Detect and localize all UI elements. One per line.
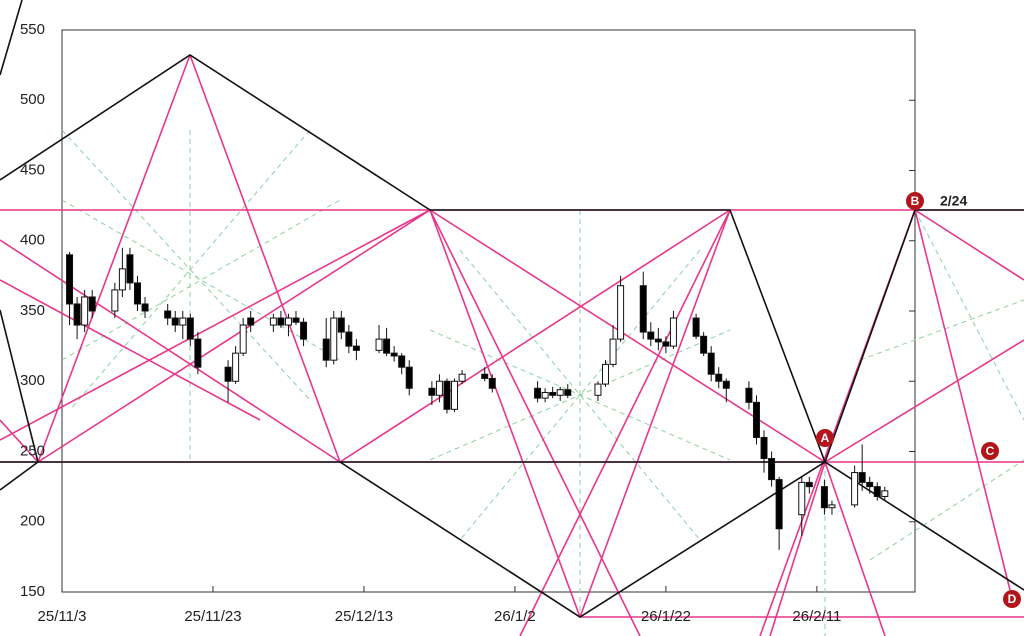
marker-label: A	[821, 431, 830, 445]
candle-body	[337, 317, 345, 333]
candle-body	[692, 317, 700, 337]
candle-body	[405, 366, 413, 389]
candle-body	[700, 335, 708, 354]
y-tick-label: 550	[20, 21, 45, 38]
candle-body	[798, 481, 806, 516]
candle-body	[269, 317, 277, 326]
candle-body	[602, 363, 610, 385]
candle-body	[722, 380, 730, 389]
candle-body	[873, 486, 881, 497]
y-tick-label: 300	[20, 372, 45, 389]
marker-label: C	[986, 444, 995, 458]
candle-body	[647, 331, 655, 340]
x-tick-label: 26/1/2	[494, 608, 536, 625]
candle-body	[322, 338, 330, 361]
candle-body	[745, 387, 753, 403]
candle-body	[556, 389, 564, 396]
candle-body	[805, 481, 813, 488]
y-tick-label: 200	[20, 513, 45, 530]
marker-label: D	[1008, 592, 1017, 606]
candle-body	[81, 296, 89, 326]
candle-body	[654, 338, 662, 343]
candle-body	[775, 479, 783, 530]
x-tick-label: 25/11/3	[38, 608, 87, 625]
candle-body	[639, 285, 647, 333]
candle-body	[488, 377, 496, 389]
candle-body	[481, 373, 489, 379]
candle-body	[126, 254, 134, 284]
markers: A B C D	[816, 192, 1021, 608]
y-tick-label: 350	[20, 302, 45, 319]
candle-body	[292, 317, 300, 323]
candle-body	[179, 317, 187, 326]
candle-body	[564, 389, 572, 396]
candle-body	[352, 345, 360, 351]
candle-body	[458, 373, 466, 382]
candle-body	[866, 481, 874, 488]
candle-body	[609, 338, 617, 365]
candle-body	[66, 254, 74, 305]
candle-body	[752, 401, 760, 438]
candle-body	[375, 338, 383, 351]
candle-body	[118, 268, 126, 291]
candle-body	[669, 317, 677, 347]
candle-body	[232, 352, 240, 382]
candle-body	[224, 366, 232, 382]
y-tick-label: 150	[20, 583, 45, 600]
y-tick-label: 250	[20, 442, 45, 459]
candle-body	[194, 338, 202, 368]
candle-body	[443, 380, 451, 410]
candle-body	[549, 391, 557, 396]
y-tick-label: 400	[20, 232, 45, 249]
candle-body	[164, 310, 172, 319]
candle-body	[111, 289, 119, 312]
candle-body	[820, 486, 828, 509]
marker-label: B	[911, 194, 920, 208]
candle-body	[141, 303, 149, 312]
x-tick-label: 25/11/23	[184, 608, 241, 625]
x-tick-label: 25/12/13	[335, 608, 393, 625]
candle-body	[617, 285, 625, 340]
candle-body	[88, 296, 96, 312]
date-annotation: 2/24	[940, 193, 967, 209]
candle-body	[277, 317, 285, 326]
candle-body	[73, 303, 81, 326]
candle-body	[760, 436, 768, 460]
candle-body	[828, 504, 836, 509]
candle-body	[858, 472, 866, 483]
candle-body	[330, 317, 338, 361]
y-tick-label: 450	[20, 161, 45, 178]
candle-body	[300, 321, 308, 340]
candle-body	[662, 341, 670, 347]
candle-body	[239, 324, 247, 354]
x-tick-label: 26/1/22	[641, 608, 691, 625]
x-tick-label: 26/2/11	[792, 608, 841, 625]
candle-body	[768, 458, 776, 481]
y-tick-label: 500	[20, 91, 45, 108]
candle-body	[247, 317, 255, 326]
candle-body	[284, 317, 292, 326]
candle-body	[534, 387, 542, 399]
candle-body	[594, 383, 602, 396]
candle-body	[428, 387, 436, 396]
candle-body	[715, 373, 723, 382]
candle-body	[390, 352, 398, 357]
candle-body	[398, 355, 406, 368]
candle-body	[171, 317, 179, 326]
candle-body	[851, 472, 859, 506]
candle-body	[881, 490, 889, 497]
candle-body	[541, 391, 549, 399]
candle-body	[383, 338, 391, 354]
candle-body	[186, 317, 194, 340]
candle-body	[707, 352, 715, 375]
candle-body	[345, 331, 353, 347]
candle-body	[133, 282, 141, 305]
candle-body	[451, 380, 459, 410]
candle-body	[435, 380, 443, 396]
